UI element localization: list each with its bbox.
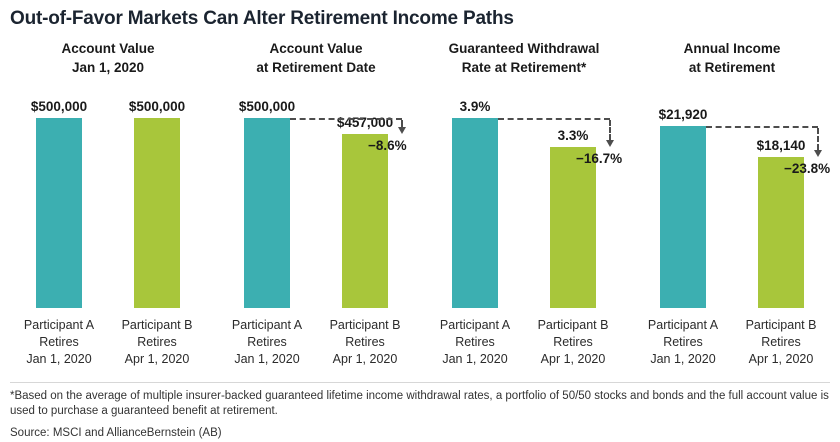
x-label-line: Retires: [553, 334, 593, 349]
bar-participant-a: [660, 126, 706, 308]
x-label-participant-b: Participant B Retires Apr 1, 2020: [316, 317, 414, 368]
x-label-line: Participant B: [745, 318, 817, 332]
bar-column-participant-a: $500,000: [10, 86, 108, 308]
x-label-line: Apr 1, 2020: [124, 351, 190, 366]
x-label-participant-a: Participant A Retires Jan 1, 2020: [634, 317, 732, 368]
x-label-participant-a: Participant A Retires Jan 1, 2020: [426, 317, 524, 368]
x-label-line: Retires: [39, 334, 79, 349]
x-label-participant-b: Participant B Retires Apr 1, 2020: [732, 317, 830, 368]
x-label-line: Participant A: [23, 318, 95, 332]
bar-participant-b: [134, 118, 180, 308]
chart-group-title-line1: Annual Income: [683, 41, 781, 56]
chart-group-title-line1: Guaranteed Withdrawal: [448, 41, 600, 56]
bar-column-participant-b: 3.3%: [524, 86, 622, 308]
x-label-line: Retires: [345, 334, 385, 349]
chart-group-title-line2: Rate at Retirement*: [461, 59, 587, 75]
source-line: Source: MSCI and AllianceBernstein (AB): [10, 426, 222, 439]
bar-value-label: $457,000: [336, 115, 394, 130]
chart-group-title-line2: at Retirement Date: [256, 59, 376, 75]
x-label-line: Apr 1, 2020: [540, 351, 606, 366]
chart-group-withdrawal-rate: Guaranteed Withdrawal Rate at Retirement…: [426, 40, 622, 368]
x-axis-labels: Participant A Retires Jan 1, 2020 Partic…: [426, 317, 622, 368]
chart-group-account-value-retirement: Account Value at Retirement Date $500,00…: [218, 40, 414, 368]
bar-value-label: $18,140: [756, 138, 806, 153]
bar-column-participant-b: $500,000: [108, 86, 206, 308]
x-label-line: Participant B: [329, 318, 401, 332]
x-label-line: Jan 1, 2020: [442, 351, 508, 366]
x-label-line: Jan 1, 2020: [650, 351, 716, 366]
x-label-participant-b: Participant B Retires Apr 1, 2020: [524, 317, 622, 368]
x-axis-labels: Participant A Retires Jan 1, 2020 Partic…: [634, 317, 830, 368]
bar-participant-b: [758, 157, 804, 308]
x-label-line: Jan 1, 2020: [234, 351, 300, 366]
plot-area: $21,920 $18,140 −23.8%: [634, 86, 830, 308]
x-label-line: Apr 1, 2020: [332, 351, 398, 366]
bar-value-label: $500,000: [30, 99, 88, 114]
chart-group-annual-income: Annual Income at Retirement $21,920 $18,…: [634, 40, 830, 368]
chart-group-title: Account Value Jan 1, 2020: [10, 40, 206, 78]
chart-group-title-line1: Account Value: [269, 41, 363, 56]
chart-groups: Account Value Jan 1, 2020 $500,000 $500,…: [10, 40, 830, 368]
bar-column-participant-b: $457,000: [316, 86, 414, 308]
page-title: Out-of-Favor Markets Can Alter Retiremen…: [10, 8, 514, 29]
x-label-participant-a: Participant A Retires Jan 1, 2020: [218, 317, 316, 368]
chart-group-title: Account Value at Retirement Date: [218, 40, 414, 78]
x-axis-labels: Participant A Retires Jan 1, 2020 Partic…: [218, 317, 414, 368]
bar-value-label: 3.9%: [459, 99, 491, 114]
x-label-line: Participant A: [647, 318, 719, 332]
chart-group-account-value-start: Account Value Jan 1, 2020 $500,000 $500,…: [10, 40, 206, 368]
x-axis-labels: Participant A Retires Jan 1, 2020 Partic…: [10, 317, 206, 368]
x-label-line: Participant A: [439, 318, 511, 332]
plot-area: $500,000 $457,000 −8.6%: [218, 86, 414, 308]
x-label-line: Participant A: [231, 318, 303, 332]
chart-group-title-line2: Jan 1, 2020: [71, 59, 145, 75]
chart-group-title: Annual Income at Retirement: [634, 40, 830, 78]
bar-participant-a: [244, 118, 290, 308]
bar-value-label: 3.3%: [557, 128, 589, 143]
x-label-participant-a: Participant A Retires Jan 1, 2020: [10, 317, 108, 368]
bar-value-label: $500,000: [238, 99, 296, 114]
x-label-line: Jan 1, 2020: [26, 351, 92, 366]
bar-value-label: $21,920: [658, 107, 708, 122]
plot-area: $500,000 $500,000: [10, 86, 206, 308]
chart-group-title-line2: at Retirement: [688, 59, 776, 75]
x-label-line: Participant B: [121, 318, 193, 332]
bar-column-participant-a: $500,000: [218, 86, 316, 308]
bar-participant-a: [452, 118, 498, 308]
plot-area: 3.9% 3.3% −16.7%: [426, 86, 622, 308]
footnote: *Based on the average of multiple insure…: [10, 381, 830, 420]
bar-participant-b: [342, 134, 388, 308]
x-label-line: Retires: [663, 334, 703, 349]
bar-participant-a: [36, 118, 82, 308]
bar-column-participant-a: 3.9%: [426, 86, 524, 308]
x-label-line: Retires: [137, 334, 177, 349]
bar-value-label: $500,000: [128, 99, 186, 114]
x-label-participant-b: Participant B Retires Apr 1, 2020: [108, 317, 206, 368]
x-label-line: Participant B: [537, 318, 609, 332]
x-label-line: Retires: [247, 334, 287, 349]
bar-participant-b: [550, 147, 596, 308]
bar-column-participant-b: $18,140: [732, 86, 830, 308]
x-label-line: Retires: [455, 334, 495, 349]
chart-group-title-line1: Account Value: [61, 41, 155, 56]
bar-column-participant-a: $21,920: [634, 86, 732, 308]
x-label-line: Retires: [761, 334, 801, 349]
x-label-line: Apr 1, 2020: [748, 351, 814, 366]
chart-group-title: Guaranteed Withdrawal Rate at Retirement…: [426, 40, 622, 78]
